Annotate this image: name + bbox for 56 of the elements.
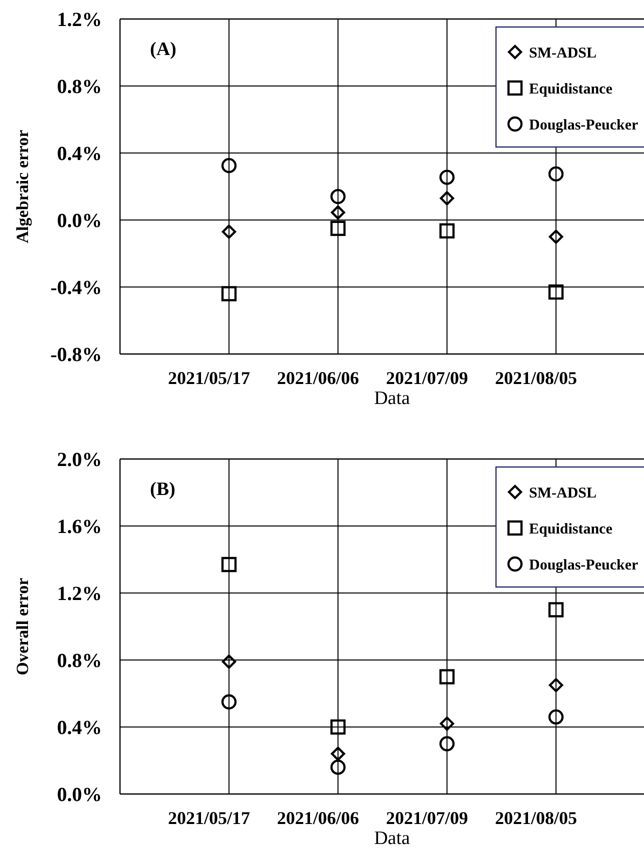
y-tick-label: 1.6% <box>57 516 102 538</box>
point <box>221 556 237 572</box>
point <box>330 220 346 236</box>
annotation: (A) <box>150 39 176 60</box>
point <box>330 746 346 761</box>
point <box>439 223 455 238</box>
x-tick-label: 2021/08/05 <box>494 808 578 828</box>
point <box>548 678 564 692</box>
y-tick-label: 2.0% <box>57 449 102 471</box>
x-axis-title: Data <box>374 388 410 409</box>
point <box>440 191 454 206</box>
y-tick-label: -0.4% <box>50 277 102 299</box>
y-tick-label: 0.4% <box>57 143 102 165</box>
y-tick-label: 1.2% <box>57 583 102 605</box>
point <box>548 284 564 300</box>
y-axis-title: Overall error <box>13 577 32 676</box>
x-tick-label: 2021/06/06 <box>276 808 360 828</box>
x-axis-title: Data <box>374 828 410 849</box>
point <box>330 760 346 775</box>
legend-label: Equidistance <box>529 521 613 538</box>
x-tick-label: 2021/05/17 <box>168 368 250 388</box>
x-tick-label: 2021/08/05 <box>494 368 578 388</box>
point <box>548 230 564 244</box>
point <box>222 654 236 669</box>
point <box>548 166 564 182</box>
point <box>221 694 237 710</box>
y-tick-label: 0.8% <box>57 76 102 98</box>
y-tick-label: 0.4% <box>57 717 102 739</box>
x-tick-label: 2021/05/17 <box>168 808 250 828</box>
point <box>330 719 346 735</box>
y-axis-title: Algebraic error <box>13 129 32 244</box>
x-tick-label: 2021/07/09 <box>386 808 468 828</box>
point <box>330 188 346 204</box>
point <box>548 709 564 725</box>
y-tick-label: 1.2% <box>57 9 102 31</box>
y-tick-label: -0.8% <box>50 344 102 366</box>
x-tick-label: 2021/07/09 <box>386 368 468 388</box>
y-tick-label: 0.8% <box>57 650 102 672</box>
legend-label: Douglas-Peucker <box>529 557 638 574</box>
y-tick-label: 0.0% <box>57 784 102 806</box>
point <box>221 286 237 302</box>
point <box>222 224 236 239</box>
legend-label: Equidistance <box>529 81 613 98</box>
point <box>221 158 237 174</box>
legend-label: Douglas-Peucker <box>529 117 638 134</box>
point <box>439 669 455 684</box>
point <box>548 602 564 618</box>
y-tick-label: 0.0% <box>57 210 102 232</box>
point <box>330 205 346 220</box>
annotation: (B) <box>150 479 176 500</box>
point <box>439 170 455 185</box>
legend-label: SM-ADSL <box>529 485 597 502</box>
point <box>440 716 454 731</box>
point <box>439 736 455 752</box>
x-tick-label: 2021/06/06 <box>276 368 360 388</box>
legend-label: SM-ADSL <box>529 45 597 62</box>
